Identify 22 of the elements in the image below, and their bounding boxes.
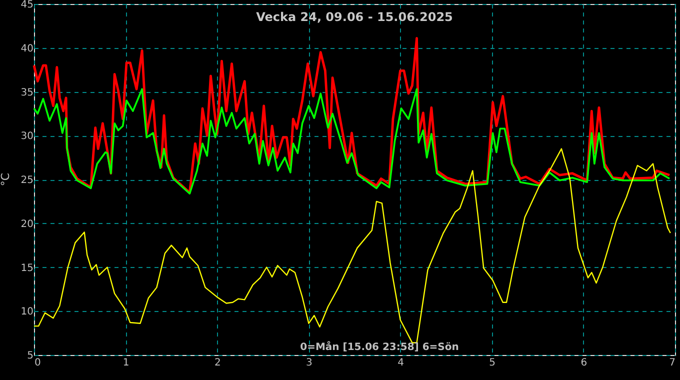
- y-tick-label: 30: [20, 131, 34, 142]
- annotation: 0=Mån [15.06 23:58] 6=Sön: [300, 341, 459, 353]
- y-tick-label: 15: [20, 262, 34, 274]
- text: Vecka 24, 09.06 - 15.06.2025: [256, 10, 453, 24]
- line-series: [32, 37, 671, 194]
- y-tick-label: 45: [20, 0, 34, 10]
- x-tick-label: 6: [580, 358, 588, 368]
- y-tick-label: 20: [20, 218, 34, 230]
- y-tick-label: 5: [27, 350, 34, 362]
- y-tick-label: 35: [20, 87, 34, 98]
- y-tick-label: 10: [20, 306, 34, 318]
- line-series: [33, 88, 670, 194]
- x-tick-label: 1: [122, 358, 130, 368]
- x-tick-label: 3: [306, 358, 312, 368]
- x-tick-label: 7: [669, 358, 676, 368]
- x-tick-label: 0: [34, 358, 41, 368]
- y-axis-title: °C: [0, 172, 12, 186]
- x-tick-label: 4: [398, 358, 404, 368]
- y-tick-label: 25: [20, 175, 34, 186]
- y-tick-label: 40: [20, 43, 34, 54]
- x-tick-label: 2: [214, 358, 221, 368]
- x-tick-label: 5: [489, 358, 496, 368]
